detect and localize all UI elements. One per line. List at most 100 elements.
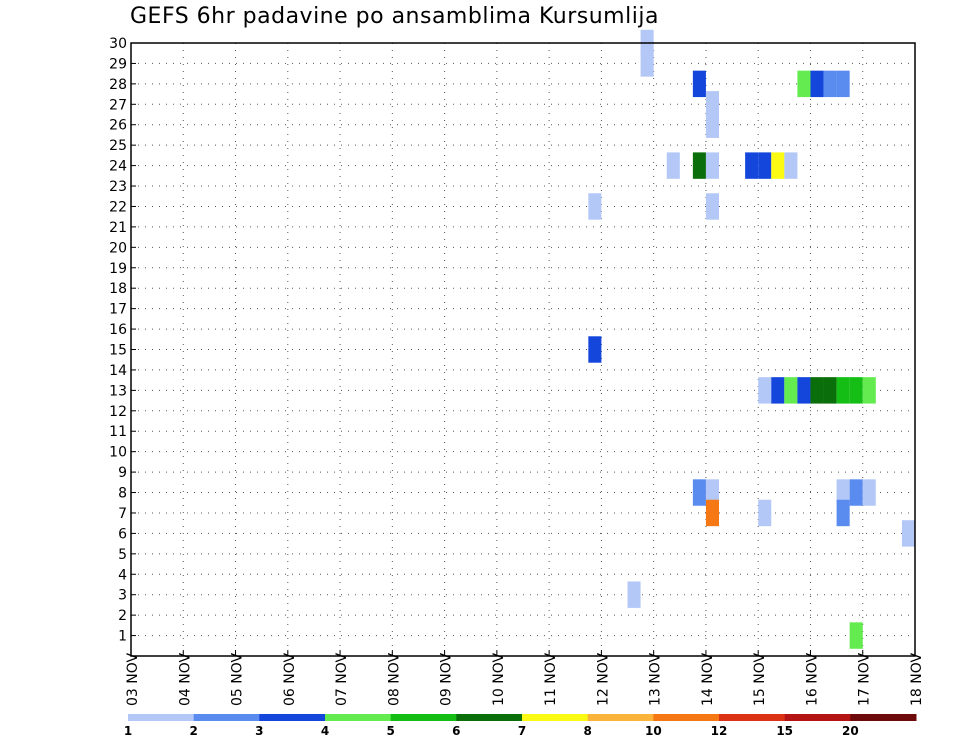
x-tick-label: 12 NOV: [595, 652, 611, 706]
heatmap-cell: [640, 50, 654, 77]
legend-swatch: [719, 714, 786, 721]
heatmap-cell: [836, 377, 850, 404]
heatmap-cell: [705, 499, 719, 527]
heatmap-cell: [758, 499, 772, 527]
y-tick-label: 5: [118, 547, 127, 563]
heatmap-cell: [862, 479, 876, 506]
legend-label: 2: [189, 724, 197, 738]
heatmap-cell: [705, 193, 719, 220]
legend-label: 20: [842, 724, 859, 738]
y-tick-label: 1: [118, 629, 127, 645]
y-tick-label: 3: [118, 588, 127, 604]
legend-label: 8: [583, 724, 591, 738]
y-tick-label: 29: [109, 56, 127, 72]
legend-swatch: [653, 714, 720, 721]
heatmap-cell: [692, 70, 706, 98]
legend-label: 4: [321, 724, 329, 738]
heatmap-cell: [705, 111, 719, 138]
heatmap-cell: [862, 377, 876, 404]
y-tick-label: 19: [109, 261, 127, 277]
heatmap-cell: [692, 152, 706, 179]
y-tick-label: 14: [109, 363, 127, 379]
heatmap-cell: [705, 479, 719, 506]
y-tick-label: 28: [109, 77, 127, 93]
y-tick-label: 27: [109, 97, 127, 113]
y-tick-label: 23: [109, 179, 127, 195]
y-tick-label: 25: [109, 138, 127, 154]
x-tick-label: 06 NOV: [282, 652, 298, 706]
y-tick-label: 13: [109, 383, 127, 399]
y-tick-label: 30: [109, 36, 127, 52]
x-tick-label: 07 NOV: [334, 652, 350, 706]
heatmap-cell: [588, 336, 602, 363]
x-tick-label: 16 NOV: [804, 652, 820, 706]
heatmap-cell: [823, 377, 837, 404]
legend-swatch: [587, 714, 654, 721]
legend-label: 10: [645, 724, 662, 738]
heatmap-cell: [588, 193, 602, 220]
legend-swatch: [456, 714, 523, 721]
x-tick-label: 03 NOV: [125, 652, 141, 706]
heatmap-cell: [745, 152, 759, 179]
y-tick-label: 26: [109, 118, 127, 134]
heatmap-cell: [797, 377, 811, 404]
y-tick-label: 4: [118, 567, 127, 583]
heatmap-cell: [901, 520, 915, 547]
y-tick-label: 9: [118, 465, 127, 481]
legend-label: 1: [124, 724, 132, 738]
heatmap-cell: [849, 622, 863, 649]
x-tick-label: 09 NOV: [439, 652, 455, 706]
x-tick-label: 13 NOV: [648, 652, 664, 706]
legend-swatch: [390, 714, 457, 721]
color-legend: 1 2 3 4 5 6 7 8 10 12 15 20: [124, 714, 917, 738]
y-tick-label: 22: [109, 199, 127, 215]
data-cells: [588, 29, 915, 649]
heatmap-cell: [758, 377, 772, 404]
heatmap-cell: [771, 377, 785, 404]
heatmap-cell: [836, 479, 850, 506]
x-tick-label: 04 NOV: [177, 652, 193, 706]
y-tick-label: 17: [109, 302, 127, 318]
heatmap-cell: [692, 479, 706, 506]
y-tick-label: 7: [118, 506, 127, 522]
x-tick-label: 18 NOV: [909, 652, 925, 706]
y-tick-label: 6: [118, 526, 127, 542]
legend-label: 15: [776, 724, 793, 738]
legend-swatch: [193, 714, 260, 721]
heatmap-cell: [849, 479, 863, 506]
x-tick-label: 14 NOV: [700, 652, 716, 706]
x-tick-label: 17 NOV: [857, 652, 873, 706]
legend-swatch: [128, 714, 195, 721]
legend-swatch: [259, 714, 326, 721]
y-tick-label: 21: [109, 220, 127, 236]
heatmap-cell: [784, 377, 798, 404]
x-tick-label: 15 NOV: [752, 652, 768, 706]
legend-label: 3: [255, 724, 263, 738]
y-tick-label: 10: [109, 445, 127, 461]
y-axis: 1234567891011121314151617181920212223242…: [109, 36, 136, 645]
heatmap-cell: [849, 377, 863, 404]
x-tick-label: 11 NOV: [543, 652, 559, 706]
y-tick-label: 12: [109, 404, 127, 420]
x-tick-label: 08 NOV: [386, 652, 402, 706]
heatmap-cell: [810, 377, 824, 404]
heatmap-cell: [823, 70, 837, 98]
heatmap-cell: [836, 70, 850, 98]
heatmap-cell: [810, 70, 824, 98]
legend-swatch: [850, 714, 917, 721]
heatmap-cell: [705, 91, 719, 118]
legend-label: 6: [452, 724, 460, 738]
y-tick-label: 15: [109, 343, 127, 359]
y-tick-label: 11: [109, 424, 127, 440]
y-tick-label: 8: [118, 486, 127, 502]
y-tick-label: 24: [109, 159, 127, 175]
legend-swatch: [325, 714, 392, 721]
heatmap-cell: [836, 499, 850, 527]
grid-lines: [131, 42, 915, 656]
legend-label: 12: [711, 724, 728, 738]
x-tick-label: 05 NOV: [230, 652, 246, 706]
legend-label: 7: [518, 724, 526, 738]
heatmap-cell: [784, 152, 798, 179]
y-tick-label: 2: [118, 608, 127, 624]
